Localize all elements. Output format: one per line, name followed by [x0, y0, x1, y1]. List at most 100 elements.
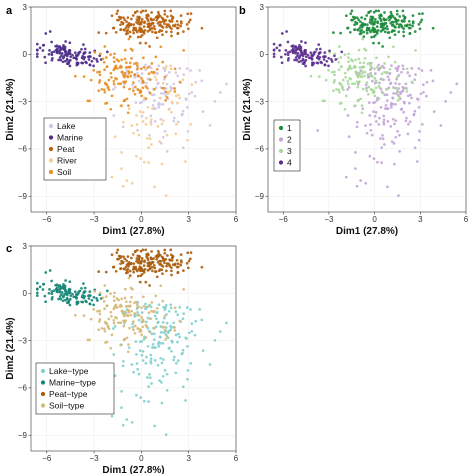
data-point-Peat [140, 20, 144, 24]
data-point-Peat [115, 12, 119, 15]
data-point-Soil−type [120, 343, 123, 347]
data-point-4 [304, 58, 308, 62]
data-point-2 [372, 157, 376, 160]
data-point-Marine [69, 55, 73, 59]
data-point-2 [425, 80, 429, 84]
data-point-Lake−type [166, 331, 170, 335]
data-point-Peat−type [152, 264, 156, 267]
data-point-Marine [58, 51, 61, 55]
data-point-Soil [129, 47, 133, 51]
data-point-4 [300, 40, 303, 43]
data-point-River [166, 92, 170, 96]
data-point-Peat [146, 30, 150, 33]
data-point-Soil−type [109, 346, 113, 350]
data-point-4 [287, 56, 290, 60]
data-point-1 [371, 23, 375, 26]
data-point-2 [369, 128, 373, 132]
data-point-Marine−type [77, 290, 81, 294]
data-point-Soil [142, 56, 145, 60]
data-point-Peat−type [122, 267, 126, 271]
data-point-Marine [88, 63, 92, 67]
data-point-Lake [185, 67, 189, 70]
legend-marker-1 [278, 125, 284, 131]
y-tick-label: −3 [18, 336, 28, 345]
data-point-Peat [187, 20, 191, 24]
data-point-Lake−type [153, 424, 156, 428]
data-point-Peat−type [140, 272, 144, 276]
data-point-4 [284, 52, 287, 56]
data-point-River [150, 143, 153, 146]
data-point-Lake [131, 83, 134, 87]
data-point-1 [403, 20, 406, 23]
data-point-Peat−type [156, 249, 160, 253]
data-point-Soil [123, 71, 127, 75]
data-point-Lake−type [157, 303, 161, 307]
legend-marker-Marine−type [40, 380, 46, 385]
data-point-1 [402, 30, 405, 34]
data-point-1 [372, 10, 376, 14]
data-point-Lake−type [140, 353, 144, 357]
data-point-River [141, 120, 145, 123]
data-point-Soil [119, 82, 123, 86]
data-point-Soil−type [152, 309, 156, 313]
data-point-Peat [125, 20, 129, 24]
data-point-Soil [178, 80, 182, 84]
data-point-Lake−type [200, 318, 204, 322]
data-point-Peat−type [137, 267, 141, 271]
data-point-Peat [124, 26, 128, 30]
data-point-Peat−type [117, 254, 121, 258]
data-point-Peat [152, 25, 156, 28]
data-point-Lake−type [149, 353, 153, 357]
data-point-4 [318, 55, 322, 59]
data-point-2 [355, 184, 359, 188]
data-point-1 [374, 33, 377, 37]
data-point-1 [379, 25, 383, 29]
data-point-2 [354, 151, 357, 154]
data-point-Lake [187, 92, 191, 96]
points [35, 9, 228, 197]
data-point-4 [272, 52, 276, 56]
data-point-Soil [141, 86, 145, 90]
data-point-Peat [132, 26, 136, 30]
data-point-Peat−type [116, 248, 120, 252]
data-point-Soil−type [142, 295, 145, 299]
data-point-1 [388, 18, 391, 22]
data-point-Soil [162, 86, 166, 90]
data-point-Marine [65, 53, 68, 57]
data-point-Marine [35, 48, 39, 52]
data-point-Lake [157, 103, 160, 107]
data-point-2 [398, 82, 401, 86]
data-point-2 [386, 107, 390, 110]
data-point-Lake−type [154, 346, 157, 349]
data-point-River [156, 125, 160, 128]
data-point-2 [415, 160, 419, 163]
points [35, 248, 228, 436]
data-point-2 [417, 67, 421, 70]
data-point-Lake−type [144, 302, 147, 306]
data-point-3 [356, 85, 360, 89]
data-point-3 [379, 65, 383, 69]
data-point-Lake−type [142, 337, 146, 341]
data-point-Marine [86, 55, 90, 59]
data-point-Marine−type [85, 300, 88, 304]
data-point-Lake [161, 102, 165, 106]
data-point-Lake [162, 92, 166, 95]
data-point-2 [380, 146, 383, 149]
data-point-Soil−type [124, 305, 128, 308]
data-point-Peat−type [144, 280, 148, 284]
data-point-River [135, 123, 139, 126]
data-point-Lake−type [149, 305, 153, 309]
data-point-1 [353, 23, 356, 27]
data-point-Soil−type [103, 307, 106, 311]
data-point-Lake [218, 91, 222, 94]
data-point-1 [394, 18, 398, 22]
data-point-Peat [126, 16, 130, 19]
data-point-Lake [154, 86, 158, 90]
data-point-Soil [140, 94, 143, 98]
data-point-4 [304, 41, 307, 45]
data-point-Lake [167, 70, 171, 74]
data-point-1 [344, 14, 348, 18]
data-point-Lake [198, 69, 202, 72]
data-point-3 [393, 60, 397, 64]
